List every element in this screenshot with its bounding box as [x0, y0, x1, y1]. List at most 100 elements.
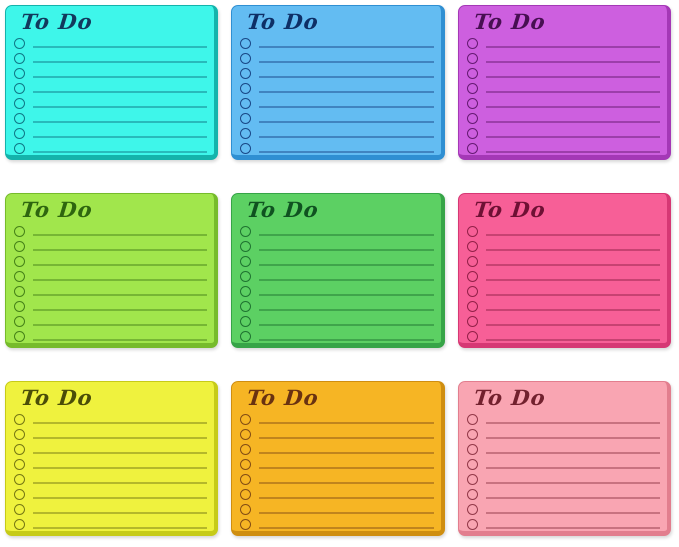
todo-row [232, 239, 440, 254]
checkbox-circle-icon [466, 256, 478, 267]
ruled-line [33, 527, 208, 529]
todo-row [459, 111, 667, 126]
checkbox-circle-icon [466, 286, 478, 297]
checkbox-circle-icon [14, 519, 25, 530]
ruled-line [485, 121, 660, 123]
checkbox-circle-icon [466, 143, 478, 154]
todo-row [6, 141, 214, 156]
ruled-line [259, 422, 434, 424]
todo-row [232, 36, 440, 51]
ruled-line [33, 279, 208, 281]
todo-row [232, 442, 440, 457]
checkbox-circle-icon [14, 429, 25, 440]
checkbox-circle-icon [240, 241, 252, 252]
ruled-line [33, 136, 208, 138]
todo-row [6, 269, 214, 284]
checkbox-circle-icon [240, 128, 252, 139]
ruled-line [485, 91, 660, 93]
sticky-note-sky-blue: To Do [231, 5, 445, 160]
checkbox-circle-icon [466, 226, 478, 237]
checkbox-circle-icon [466, 459, 478, 470]
note-title: To Do [472, 197, 547, 222]
checkbox-circle-icon [240, 489, 252, 500]
ruled-line [485, 482, 660, 484]
ruled-line [485, 527, 660, 529]
sticky-note-orchid: To Do [457, 5, 671, 160]
todo-row [232, 284, 440, 299]
checkbox-circle-icon [466, 83, 478, 94]
checkbox-circle-icon [240, 271, 252, 282]
checkbox-circle-icon [240, 331, 252, 342]
todo-row [459, 502, 667, 517]
todo-row [6, 36, 214, 51]
todo-row [459, 284, 667, 299]
checkbox-circle-icon [240, 38, 252, 49]
ruled-line [259, 324, 434, 326]
ruled-line [485, 136, 660, 138]
checkbox-circle-icon [14, 459, 25, 470]
ruled-line [485, 106, 660, 108]
ruled-line [259, 512, 434, 514]
ruled-line [485, 46, 660, 48]
ruled-line [259, 437, 434, 439]
ruled-line [259, 76, 434, 78]
note-title: To Do [472, 9, 547, 34]
checkbox-circle-icon [14, 68, 25, 79]
checkbox-circle-icon [466, 68, 478, 79]
todo-row [6, 457, 214, 472]
ruled-line [485, 324, 660, 326]
todo-row [232, 269, 440, 284]
todo-row [459, 412, 667, 427]
sticky-note-green: To Do [231, 193, 445, 348]
todo-row [232, 141, 440, 156]
todo-row [6, 224, 214, 239]
checkbox-circle-icon [14, 271, 25, 282]
checkbox-circle-icon [466, 474, 478, 485]
todo-row [232, 487, 440, 502]
note-title: To Do [19, 385, 95, 410]
ruled-line [485, 467, 660, 469]
checkbox-circle-icon [240, 83, 252, 94]
checkbox-circle-icon [14, 286, 25, 297]
ruled-line [485, 422, 660, 424]
ruled-line [259, 467, 434, 469]
checkbox-circle-icon [14, 143, 25, 154]
note-lines [6, 36, 214, 156]
checkbox-circle-icon [14, 489, 25, 500]
todo-row [232, 51, 440, 66]
ruled-line [33, 309, 208, 311]
todo-row [459, 487, 667, 502]
todo-row [459, 224, 667, 239]
ruled-line [33, 46, 208, 48]
todo-row [6, 51, 214, 66]
checkbox-circle-icon [14, 128, 25, 139]
todo-row [459, 254, 667, 269]
checkbox-circle-icon [14, 53, 25, 64]
checkbox-circle-icon [14, 504, 25, 515]
checkbox-circle-icon [240, 286, 252, 297]
todo-row [232, 314, 440, 329]
checkbox-circle-icon [14, 301, 25, 312]
todo-row [232, 126, 440, 141]
checkbox-circle-icon [14, 226, 25, 237]
sticky-note-lime-green: To Do [5, 193, 219, 348]
todo-row [6, 472, 214, 487]
todo-row [6, 96, 214, 111]
checkbox-circle-icon [240, 414, 252, 425]
ruled-line [33, 452, 208, 454]
checkbox-circle-icon [466, 38, 478, 49]
ruled-line [485, 294, 660, 296]
ruled-line [259, 294, 434, 296]
checkbox-circle-icon [240, 459, 252, 470]
checkbox-circle-icon [466, 128, 478, 139]
todo-row [6, 427, 214, 442]
checkbox-circle-icon [240, 429, 252, 440]
ruled-line [33, 76, 208, 78]
checkbox-circle-icon [14, 316, 25, 327]
checkbox-circle-icon [466, 316, 478, 327]
ruled-line [33, 512, 208, 514]
checkbox-circle-icon [240, 53, 252, 64]
checkbox-circle-icon [466, 444, 478, 455]
todo-row [232, 502, 440, 517]
checkbox-circle-icon [240, 143, 252, 154]
